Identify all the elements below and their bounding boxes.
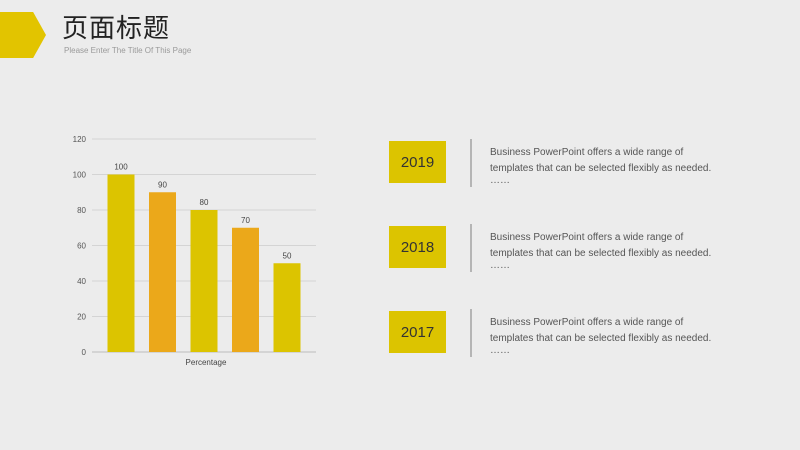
bar bbox=[273, 263, 301, 352]
description-line: templates that can be selected flexibly … bbox=[490, 163, 712, 174]
description-ellipsis: …… bbox=[490, 260, 510, 271]
data-label: 100 bbox=[114, 163, 128, 172]
description-line: Business PowerPoint offers a wide range … bbox=[490, 317, 684, 328]
timeline-description: Business PowerPoint offers a wide range … bbox=[490, 230, 740, 271]
year-box-2018: 2018 bbox=[389, 226, 446, 268]
timeline-divider bbox=[470, 139, 472, 187]
y-tick-label: 120 bbox=[73, 135, 87, 144]
data-label: 90 bbox=[158, 180, 167, 189]
timeline-description: Business PowerPoint offers a wide range … bbox=[490, 315, 740, 356]
description-ellipsis: …… bbox=[490, 175, 510, 186]
description-line: Business PowerPoint offers a wide range … bbox=[490, 232, 684, 243]
page-title: 页面标题 bbox=[62, 14, 171, 44]
page-subtitle: Please Enter The Title Of This Page bbox=[64, 46, 192, 55]
description-ellipsis: …… bbox=[490, 345, 510, 356]
data-label: 50 bbox=[283, 251, 292, 260]
y-tick-label: 40 bbox=[77, 277, 86, 286]
y-tick-label: 60 bbox=[77, 242, 86, 251]
bar bbox=[149, 192, 176, 352]
year-box-2019: 2019 bbox=[389, 141, 446, 183]
bar bbox=[107, 174, 135, 352]
y-tick-label: 0 bbox=[82, 348, 87, 357]
description-line: Business PowerPoint offers a wide range … bbox=[490, 147, 684, 158]
bar bbox=[232, 227, 259, 352]
bar bbox=[190, 210, 218, 352]
year-box-2017: 2017 bbox=[389, 311, 446, 353]
timeline-description: Business PowerPoint offers a wide range … bbox=[490, 145, 740, 186]
timeline-divider bbox=[470, 309, 472, 357]
y-tick-label: 80 bbox=[77, 206, 86, 215]
timeline-divider bbox=[470, 224, 472, 272]
x-axis-title: Percentage bbox=[186, 358, 227, 367]
y-tick-label: 100 bbox=[73, 171, 87, 180]
y-tick-label: 20 bbox=[77, 313, 86, 322]
description-line: templates that can be selected flexibly … bbox=[490, 333, 712, 344]
data-label: 70 bbox=[241, 216, 250, 225]
data-label: 80 bbox=[200, 198, 209, 207]
description-line: templates that can be selected flexibly … bbox=[490, 248, 712, 259]
